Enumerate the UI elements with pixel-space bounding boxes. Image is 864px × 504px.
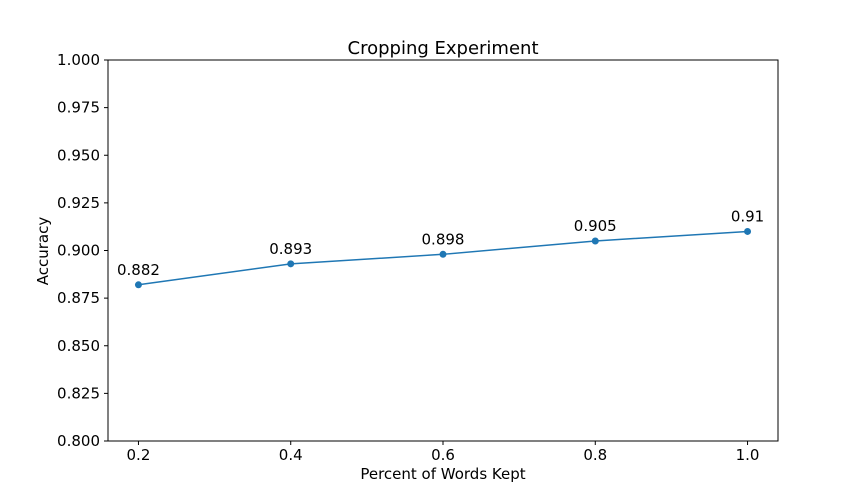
data-label: 0.882 [117,261,160,279]
y-tick-label: 0.900 [57,242,100,260]
data-label: 0.898 [422,230,465,248]
x-tick-label: 0.4 [279,446,303,464]
x-tick-label: 1.0 [736,446,760,464]
data-point [439,250,447,258]
y-axis-label: Accuracy [34,217,52,286]
chart-title: Cropping Experiment [348,38,539,59]
x-tick-label: 0.8 [583,446,607,464]
y-tick-label: 0.925 [57,194,100,212]
x-tick-label: 0.2 [127,446,151,464]
y-tick-label: 0.850 [57,337,100,355]
data-label: 0.905 [574,217,617,235]
data-point [744,227,752,235]
data-point [134,281,142,289]
y-tick-label: 0.975 [57,99,100,117]
data-label: 0.893 [269,240,312,258]
data-labels: 0.882 0.893 0.898 0.905 0.91 [117,207,764,278]
data-point [287,260,295,268]
series-accuracy [134,227,752,289]
y-tick-label: 0.950 [57,146,100,164]
x-tick-label: 0.6 [431,446,455,464]
x-axis: 0.2 0.4 0.6 0.8 1.0 [127,441,760,464]
y-tick-label: 0.875 [57,289,100,307]
x-axis-label: Percent of Words Kept [360,465,525,483]
y-axis: 0.800 0.825 0.850 0.875 0.900 0.925 0.950 0.975… [57,51,108,450]
data-point [591,237,599,245]
y-tick-label: 0.825 [57,384,100,402]
data-label: 0.91 [731,207,764,225]
y-tick-label: 0.800 [57,432,100,450]
y-tick-label: 1.000 [57,51,100,69]
